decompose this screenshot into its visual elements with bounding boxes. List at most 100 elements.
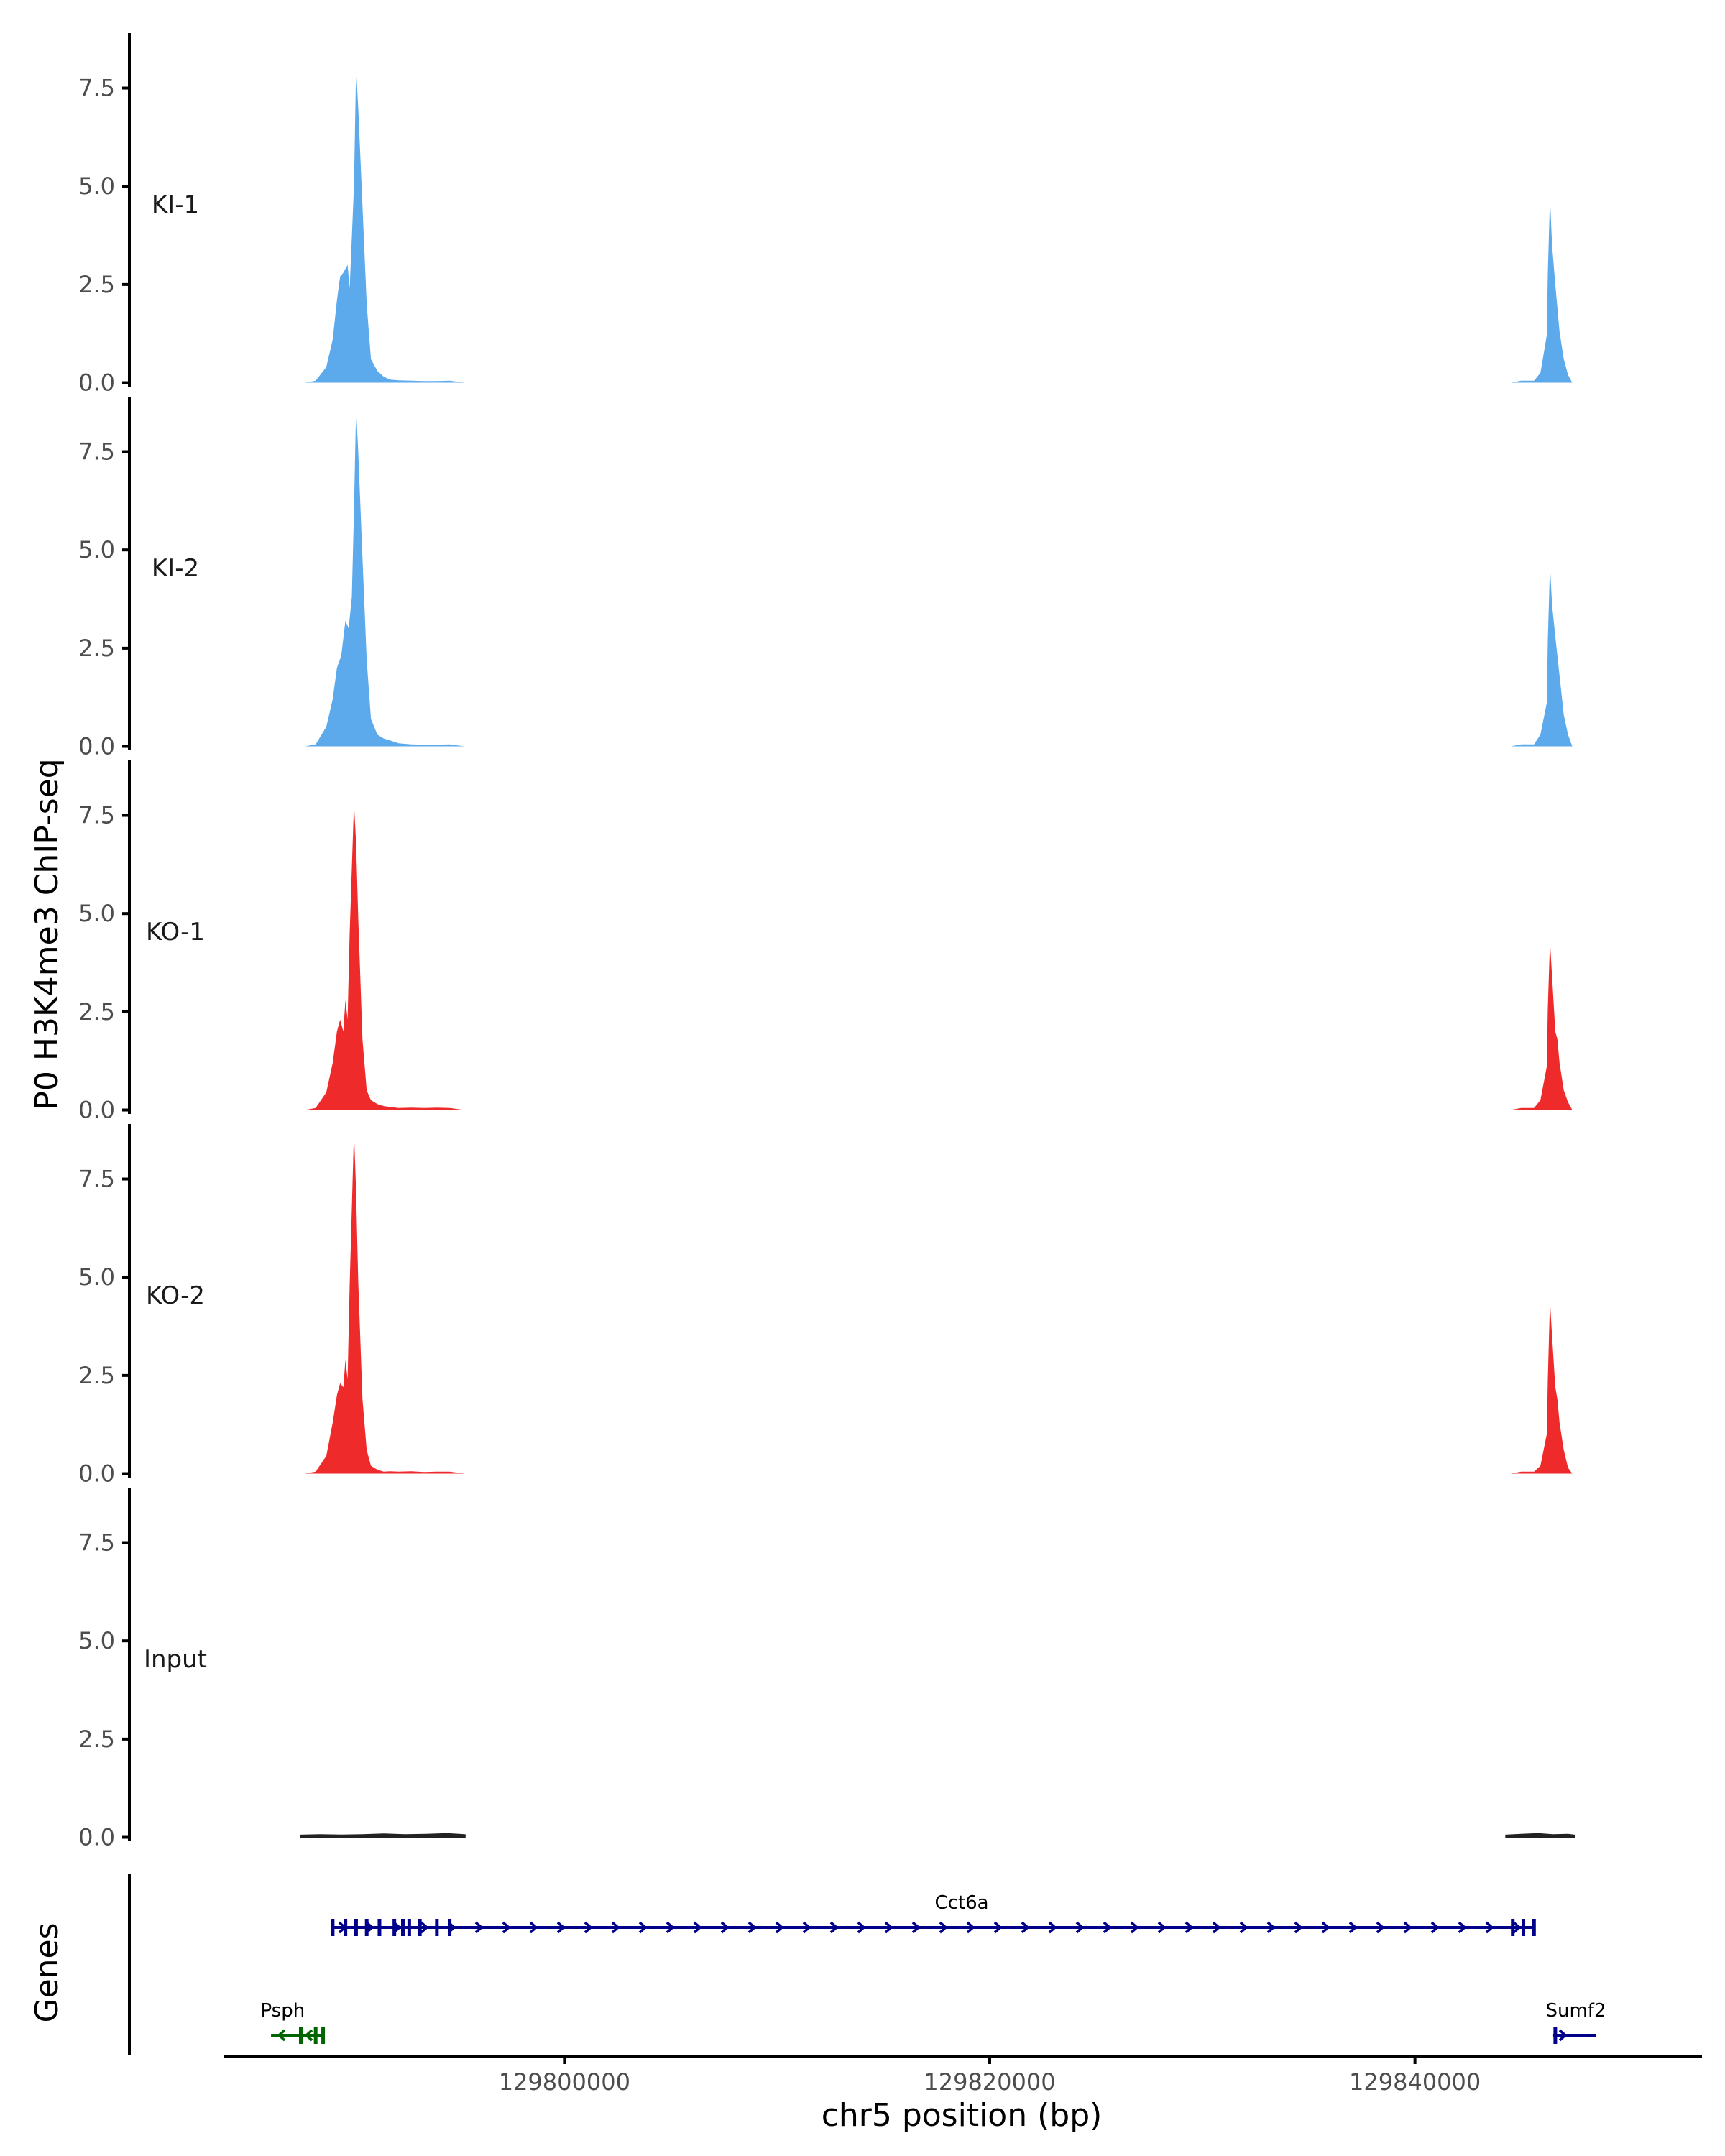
gene-psph: Psph: [260, 2000, 326, 2044]
y-tick-label: 0.0: [78, 1097, 115, 1124]
x-axis: 129800000 129820000 129840000: [224, 2055, 1702, 2096]
gene-label: Psph: [260, 2000, 305, 2022]
gene-label: Sumf2: [1545, 2000, 1606, 2022]
strand-arrow-icon: [775, 1921, 784, 1934]
signal-area-2: [1510, 198, 1573, 383]
strand-arrow-icon: [966, 1921, 975, 1934]
strand-arrow-icon: [1103, 1921, 1112, 1934]
strand-arrow-icon: [993, 1921, 1003, 1934]
strand-arrow-icon: [1212, 1921, 1221, 1934]
strand-arrow-icon: [277, 2029, 286, 2042]
strand-arrow-icon: [1376, 1921, 1385, 1934]
strand-arrow-icon: [857, 1921, 866, 1934]
y-tick-label: 5.0: [78, 1263, 115, 1291]
strand-arrow-icon: [1294, 1921, 1303, 1934]
y-tick-label: 2.5: [78, 635, 115, 662]
x-tick-label: 129840000: [1349, 2068, 1481, 2096]
strand-arrow-icon: [693, 1921, 702, 1934]
strand-arrow-icon: [1184, 1921, 1194, 1934]
gene-track-title: Genes: [29, 1922, 65, 2022]
strand-arrow-icon: [1075, 1921, 1085, 1934]
track-input: 0.0 2.5 5.0 7.5 Input: [78, 1488, 1576, 1851]
strand-arrow-icon: [1558, 2029, 1568, 2042]
signal-tracks: 0.0 2.5 5.0 7.5 KI-1 0.0 2.5 5.0 7.5 KI-2 0.0 2.5 5.…: [78, 33, 1576, 1851]
y-axis-title: P0 H3K4me3 ChIP-seq: [29, 758, 65, 1110]
track-ki-1: 0.0 2.5 5.0 7.5 KI-1: [78, 33, 1573, 397]
track-label: KI-1: [152, 190, 199, 219]
strand-arrow-icon: [502, 1921, 511, 1934]
x-tick-label: 129800000: [499, 2068, 630, 2096]
y-tick-label: 0.0: [78, 733, 115, 760]
strand-arrow-icon: [365, 1921, 374, 1934]
y-tick-label: 2.5: [78, 998, 115, 1026]
y-tick-label: 5.0: [78, 900, 115, 927]
signal-area-1: [305, 68, 465, 383]
y-tick-label: 7.5: [78, 1166, 115, 1193]
y-tick-label: 0.0: [78, 369, 115, 397]
y-tick-label: 7.5: [78, 802, 115, 829]
strand-arrow-icon: [884, 1921, 893, 1934]
signal-area-1: [305, 408, 465, 747]
strand-arrow-icon: [1130, 1921, 1139, 1934]
signal-area-1: [305, 1131, 465, 1474]
strand-arrow-icon: [556, 1921, 566, 1934]
gene-label: Cct6a: [934, 1892, 988, 1914]
strand-arrow-icon: [1485, 1921, 1494, 1934]
y-tick-label: 0.0: [78, 1824, 115, 1851]
strand-arrow-icon: [611, 1921, 620, 1934]
strand-arrow-icon: [638, 1921, 648, 1934]
strand-arrow-icon: [1321, 1921, 1330, 1934]
strand-arrow-icon: [939, 1921, 948, 1934]
strand-arrow-icon: [1239, 1921, 1248, 1934]
track-ki-2: 0.0 2.5 5.0 7.5 KI-2: [78, 397, 1573, 760]
strand-arrow-icon: [1348, 1921, 1358, 1934]
y-tick-label: 5.0: [78, 1627, 115, 1654]
gene-sumf2: Sumf2: [1545, 2000, 1606, 2044]
y-tick-label: 7.5: [78, 75, 115, 102]
track-label: Input: [144, 1645, 207, 1674]
signal-area-2: [1510, 1301, 1573, 1474]
signal-area-1: [305, 803, 465, 1110]
y-tick-label: 2.5: [78, 271, 115, 298]
strand-arrow-icon: [1266, 1921, 1276, 1934]
gene-track: Cct6a Psph Sumf2: [128, 1874, 1606, 2055]
strand-arrow-icon: [304, 2029, 313, 2042]
strand-arrow-icon: [1403, 1921, 1412, 1934]
strand-arrow-icon: [1458, 1921, 1467, 1934]
strand-arrow-icon: [1021, 1921, 1030, 1934]
y-tick-label: 2.5: [78, 1726, 115, 1753]
strand-arrow-icon: [447, 1921, 456, 1934]
strand-arrow-icon: [529, 1921, 538, 1934]
strand-arrow-icon: [802, 1921, 811, 1934]
signal-area-2: [1505, 1833, 1576, 1838]
strand-arrow-icon: [720, 1921, 730, 1934]
strand-arrow-icon: [1048, 1921, 1057, 1934]
track-label: KO-1: [146, 918, 205, 946]
y-tick-label: 0.0: [78, 1460, 115, 1488]
strand-arrow-icon: [392, 1921, 402, 1934]
strand-arrow-icon: [748, 1921, 757, 1934]
y-tick-label: 7.5: [78, 1529, 115, 1557]
strand-arrow-icon: [584, 1921, 593, 1934]
strand-arrow-icon: [1157, 1921, 1167, 1934]
track-ko-1: 0.0 2.5 5.0 7.5 KO-1: [78, 760, 1573, 1124]
y-tick-label: 7.5: [78, 438, 115, 466]
y-tick-label: 5.0: [78, 536, 115, 563]
track-label: KO-2: [146, 1281, 205, 1310]
y-tick-label: 2.5: [78, 1362, 115, 1389]
signal-area-1: [300, 1833, 466, 1838]
strand-arrow-icon: [1512, 1921, 1522, 1934]
strand-arrow-icon: [1430, 1921, 1440, 1934]
signal-area-2: [1510, 941, 1573, 1110]
signal-area-2: [1510, 566, 1573, 747]
strand-arrow-icon: [829, 1921, 839, 1934]
strand-arrow-icon: [666, 1921, 675, 1934]
x-tick-label: 129820000: [924, 2068, 1055, 2096]
strand-arrow-icon: [420, 1921, 429, 1934]
track-ko-2: 0.0 2.5 5.0 7.5 KO-2: [78, 1124, 1573, 1488]
strand-arrow-icon: [338, 1921, 347, 1934]
gene-cct6a: Cct6a: [331, 1892, 1536, 1936]
y-tick-label: 5.0: [78, 172, 115, 200]
strand-arrow-icon: [911, 1921, 921, 1934]
